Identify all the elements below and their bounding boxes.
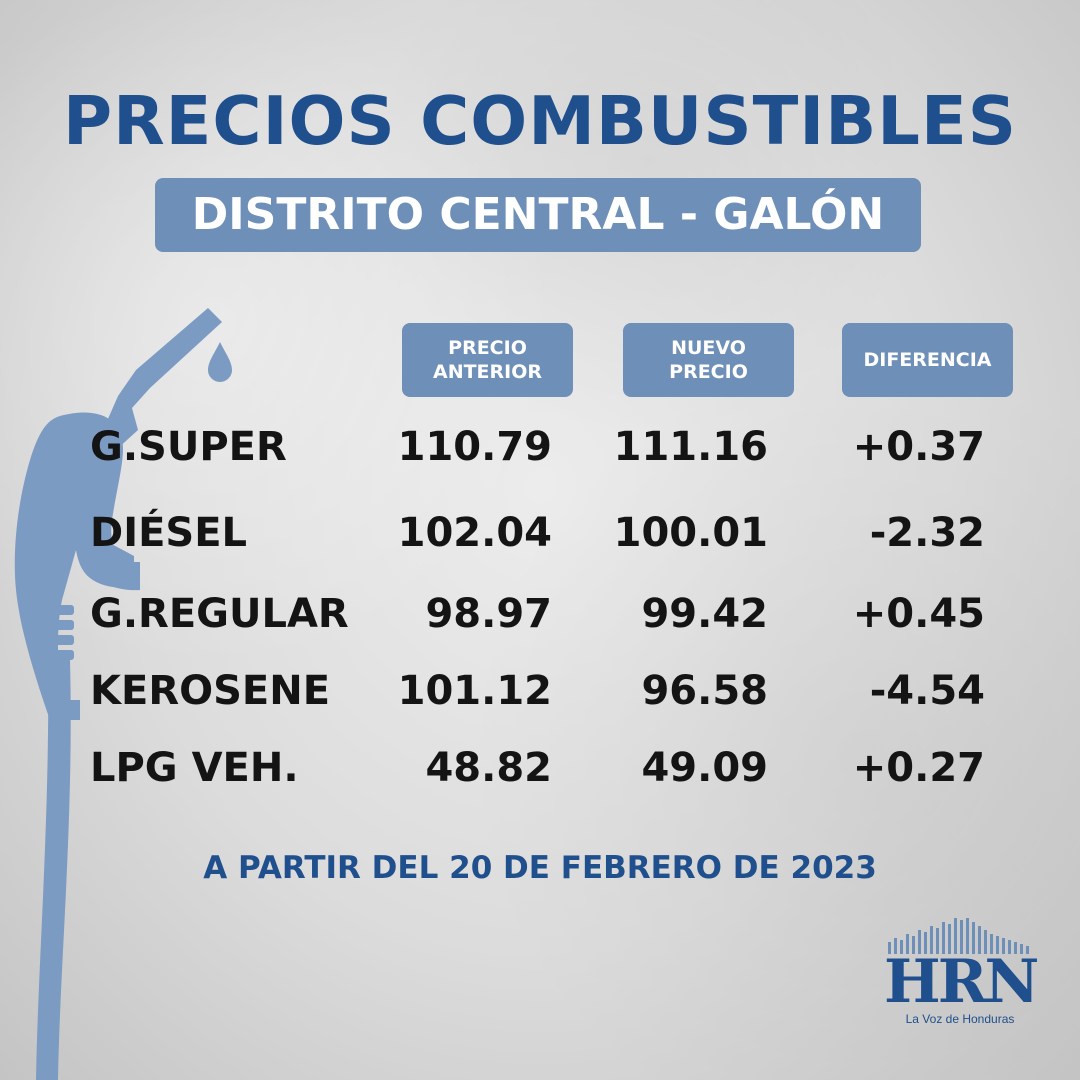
logo-wordmark: HRN xyxy=(884,947,1039,1017)
previous-price: 98.97 xyxy=(425,591,552,637)
price-difference: -2.32 xyxy=(869,510,985,556)
new-price: 100.01 xyxy=(613,510,768,556)
effective-date-note: A PARTIR DEL 20 DE FEBRERO DE 2023 xyxy=(203,850,877,886)
previous-price: 101.12 xyxy=(397,668,552,714)
new-price: 96.58 xyxy=(641,668,768,714)
fuel-nozzle-icon xyxy=(14,308,232,1080)
price-difference: -4.54 xyxy=(869,668,985,714)
logo-tagline: La Voz de Honduras xyxy=(905,1012,1015,1026)
table-row: G.REGULAR 98.97 99.42 +0.45 xyxy=(0,584,1080,644)
fuel-name: KEROSENE xyxy=(90,668,331,714)
fuel-name: LPG VEH. xyxy=(90,745,299,791)
new-price: 99.42 xyxy=(641,591,768,637)
previous-price: 48.82 xyxy=(425,745,552,791)
column-header-line: PRECIO xyxy=(669,361,748,383)
hrn-logo: HRN La Voz de Honduras xyxy=(884,916,1039,1028)
column-header-line: ANTERIOR xyxy=(432,361,543,383)
price-difference: +0.37 xyxy=(852,424,985,470)
new-price: 111.16 xyxy=(613,424,768,470)
price-difference: +0.45 xyxy=(852,591,985,637)
table-row: G.SUPER 110.79 111.16 +0.37 xyxy=(0,417,1080,477)
fuel-name: G.REGULAR xyxy=(90,591,349,637)
previous-price: 102.04 xyxy=(397,510,552,556)
page-title: PRECIOS COMBUSTIBLES xyxy=(62,82,1018,160)
previous-price: 110.79 xyxy=(397,424,552,470)
table-row: DIÉSEL 102.04 100.01 -2.32 xyxy=(0,503,1080,563)
fuel-name: DIÉSEL xyxy=(90,510,248,556)
column-header-line: NUEVO xyxy=(671,337,746,359)
column-header-new-price: NUEVO PRECIO xyxy=(623,323,794,397)
column-header-previous-price: PRECIO ANTERIOR xyxy=(402,323,573,397)
page-subtitle: DISTRITO CENTRAL - GALÓN xyxy=(191,189,885,240)
hrn-logo-icon xyxy=(888,918,1029,954)
table-row: LPG VEH. 48.82 49.09 +0.27 xyxy=(0,738,1080,798)
subtitle-box xyxy=(155,178,921,252)
table-row: KEROSENE 101.12 96.58 -4.54 xyxy=(0,661,1080,721)
fuel-name: G.SUPER xyxy=(90,424,287,470)
new-price: 49.09 xyxy=(641,745,768,791)
price-difference: +0.27 xyxy=(852,745,985,791)
column-header-line: PRECIO xyxy=(448,337,527,359)
column-header-difference: DIFERENCIA xyxy=(842,323,1013,397)
column-header-line: DIFERENCIA xyxy=(863,349,992,371)
